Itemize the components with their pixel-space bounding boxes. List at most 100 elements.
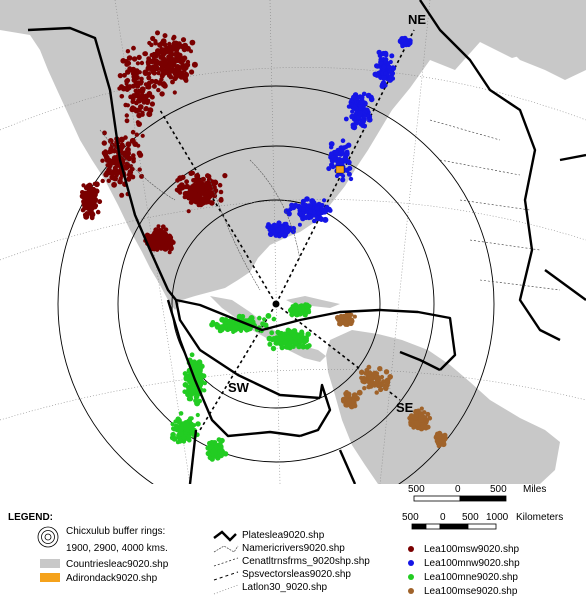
plate-boundaries [27, 0, 586, 484]
data-point [173, 52, 178, 58]
data-point [286, 209, 291, 214]
data-point [304, 344, 311, 350]
data-point [418, 414, 424, 420]
data-point [378, 386, 384, 393]
data-point [111, 169, 117, 175]
legend-rivers-label: Namericrivers9020.shp [242, 543, 345, 554]
legend-buffer-rings-icon [37, 526, 59, 548]
data-point [380, 382, 385, 387]
data-point [173, 73, 180, 80]
data-point [414, 420, 421, 427]
data-point [153, 78, 159, 85]
data-point [130, 174, 136, 180]
data-point [324, 204, 330, 210]
data-point [279, 345, 285, 351]
data-point [146, 75, 152, 81]
data-point [146, 71, 152, 77]
data-point [120, 58, 126, 64]
data-point [107, 163, 113, 169]
data-point [162, 83, 168, 89]
data-point [83, 213, 90, 220]
data-point [189, 49, 193, 54]
data-point [132, 75, 137, 81]
data-point [359, 99, 365, 105]
data-point [177, 175, 184, 182]
legend-mse-label: Lea100mse9020.shp [424, 586, 518, 597]
data-point [344, 151, 350, 157]
data-point [159, 73, 165, 79]
data-point [189, 352, 195, 358]
data-point [174, 187, 180, 193]
mse-points [334, 310, 448, 449]
plate-boundary-pacific [27, 26, 321, 400]
data-point [375, 63, 381, 69]
data-point [156, 70, 161, 76]
data-point [170, 79, 175, 85]
data-point [342, 156, 348, 162]
data-point [389, 53, 395, 59]
data-point [288, 336, 293, 340]
data-point [213, 188, 219, 193]
plate-boundary-south-1 [188, 429, 198, 484]
legend-rivers-swatch [213, 545, 239, 553]
central-atlantic-transforms [429, 119, 561, 291]
data-point [183, 71, 190, 78]
data-point [378, 61, 384, 66]
data-point [363, 371, 369, 376]
data-point [217, 448, 223, 454]
data-point [117, 178, 123, 185]
data-point [100, 158, 105, 163]
data-point [220, 324, 226, 331]
data-point [291, 332, 297, 338]
legend-adirondack-swatch [40, 573, 60, 582]
data-point [232, 324, 239, 330]
vector-nw [159, 109, 277, 305]
data-point [367, 370, 373, 376]
data-point [81, 183, 86, 188]
data-point [257, 315, 262, 321]
data-point [176, 419, 182, 425]
data-point [305, 213, 311, 219]
data-point [212, 193, 218, 199]
data-point [266, 222, 271, 227]
data-point [124, 118, 130, 124]
data-point [178, 74, 184, 80]
data-point [195, 421, 201, 427]
data-point [353, 120, 360, 126]
data-point [263, 322, 269, 328]
data-point [262, 317, 267, 322]
data-point [145, 66, 151, 72]
data-point [290, 225, 297, 232]
data-point [184, 179, 190, 185]
data-point [136, 107, 142, 113]
data-point [136, 54, 142, 61]
data-point [205, 197, 211, 202]
data-point [146, 90, 153, 97]
data-point [297, 205, 302, 210]
data-point [267, 341, 273, 347]
data-point [170, 431, 176, 438]
direction-label-ne: NE [408, 12, 426, 27]
data-point [202, 381, 207, 386]
data-point [136, 121, 143, 127]
data-point [419, 406, 424, 411]
data-point [222, 451, 229, 457]
data-point [119, 152, 126, 159]
data-point [327, 208, 333, 213]
data-point [170, 422, 175, 427]
data-point [282, 340, 287, 345]
data-point [135, 61, 140, 66]
data-point [102, 130, 107, 136]
data-point [356, 389, 363, 396]
data-point [414, 412, 419, 418]
data-point [275, 329, 281, 335]
data-point [85, 193, 90, 198]
legend-cenatl-swatch [213, 557, 239, 567]
direction-label-se: SE [396, 400, 414, 415]
data-point [350, 109, 355, 114]
data-point [107, 159, 113, 165]
data-point [322, 216, 329, 223]
data-point [209, 200, 215, 206]
data-point [97, 199, 103, 205]
